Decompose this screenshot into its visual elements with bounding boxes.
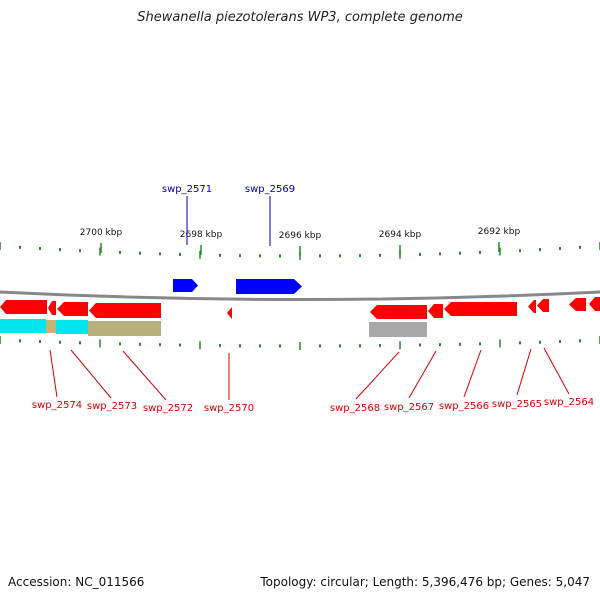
gene-label-swp_2565[interactable]: swp_2565	[492, 399, 542, 410]
scale-label-2698: 2698 kbp	[180, 230, 223, 240]
gene-label-swp_2566[interactable]: swp_2566	[439, 401, 489, 412]
label-leader-swp_2564	[543, 347, 570, 395]
gene-arrow-1[interactable]	[0, 300, 47, 314]
feature-track	[0, 319, 427, 337]
label-leader-swp_2565	[516, 348, 532, 396]
gene-label-swp_2569[interactable]: swp_2569	[245, 184, 295, 195]
feature-block-cyan-1[interactable]	[0, 319, 46, 333]
genome-title: Shewanella piezotolerans WP3, complete g…	[137, 10, 463, 25]
feature-block-olive[interactable]	[88, 321, 161, 336]
label-leader-swp_2572	[122, 350, 167, 401]
gene-arrow-swp_2571[interactable]	[173, 279, 198, 292]
gene-arrow-3[interactable]	[57, 302, 88, 316]
bottom-tick-track	[0, 336, 600, 350]
gene-label-swp_2574[interactable]: swp_2574	[32, 400, 82, 411]
scale-label-2696: 2696 kbp	[279, 231, 322, 241]
genome-summary-text: Topology: circular; Length: 5,396,476 bp…	[260, 575, 590, 589]
gene-label-swp_2567[interactable]: swp_2567	[384, 402, 434, 413]
reverse-label-track: swp_2574 swp_2573 swp_2572 swp_2570 swp_…	[32, 347, 594, 414]
label-leader-swp_2566	[463, 349, 482, 398]
scale-label-2700: 2700 kbp	[80, 228, 123, 238]
scale-label-2694: 2694 kbp	[379, 230, 422, 240]
gene-arrow-12[interactable]	[589, 297, 600, 311]
gene-arrow-swp_2569[interactable]	[236, 279, 302, 294]
gene-arrow-7[interactable]	[428, 304, 443, 318]
feature-block-gray[interactable]	[369, 322, 427, 337]
gene-arrow-4[interactable]	[89, 303, 161, 318]
gene-arrow-10[interactable]	[537, 299, 549, 312]
gene-arrow-8[interactable]	[444, 302, 517, 316]
gene-arrow-11[interactable]	[569, 298, 586, 311]
label-leader-swp_2573	[70, 349, 112, 399]
label-leader-swp_2567	[408, 350, 437, 399]
gene-label-swp_2573[interactable]: swp_2573	[87, 401, 137, 412]
label-leader-swp_2574	[49, 349, 58, 398]
gene-label-swp_2571[interactable]: swp_2571	[162, 184, 212, 195]
gene-label-swp_2564[interactable]: swp_2564	[544, 397, 594, 408]
genome-backbone	[0, 290, 600, 301]
forward-gene-track: swp_2571 swp_2569	[162, 184, 302, 294]
scale-label-2692: 2692 kbp	[478, 227, 521, 237]
top-tick-track	[0, 242, 600, 260]
feature-block-cyan-2[interactable]	[56, 320, 88, 334]
feature-block-tan-1[interactable]	[46, 320, 56, 333]
label-leader-swp_2568	[355, 351, 400, 400]
gene-label-swp_2570[interactable]: swp_2570	[204, 403, 254, 414]
gene-arrow-5[interactable]	[227, 307, 232, 319]
gene-arrow-2[interactable]	[48, 301, 56, 315]
gene-label-swp_2568[interactable]: swp_2568	[330, 403, 380, 414]
gene-arrow-6[interactable]	[370, 305, 427, 319]
reverse-gene-track	[0, 297, 600, 319]
gene-arrow-9[interactable]	[528, 300, 536, 313]
scale-track: 2700 kbp 2698 kbp 2696 kbp 2694 kbp 2692…	[80, 227, 521, 256]
gene-label-swp_2572[interactable]: swp_2572	[143, 403, 193, 414]
accession-text: Accession: NC_011566	[8, 575, 145, 589]
